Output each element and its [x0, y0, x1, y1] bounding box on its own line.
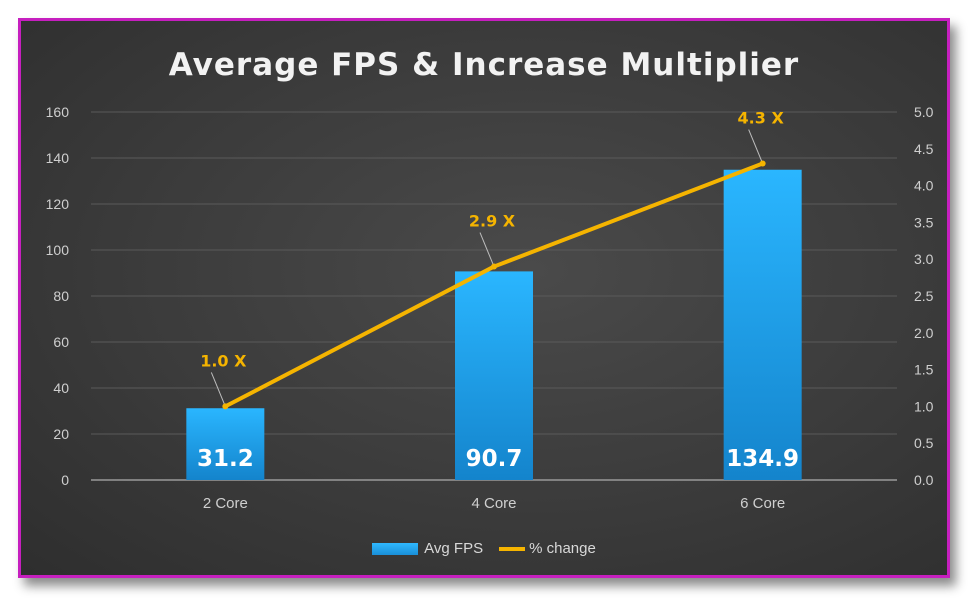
line-data-label: 1.0 X — [200, 351, 247, 370]
y-right-tick-label: 1.5 — [914, 362, 934, 378]
line-point — [222, 403, 229, 410]
bar-data-label: 134.9 — [726, 446, 799, 472]
chart-title: Average FPS & Increase Multiplier — [168, 47, 800, 83]
legend-label-avg-fps: Avg FPS — [424, 540, 484, 557]
data-label-leader — [210, 372, 226, 407]
bar — [186, 408, 265, 480]
y-left-tick-label: 160 — [46, 104, 70, 120]
y-left-tick-label: 100 — [46, 242, 70, 258]
legend-swatch-avg-fps — [372, 542, 419, 555]
legend-swatch-percent-change — [499, 546, 526, 551]
y-right-tick-label: 2.0 — [914, 325, 934, 341]
y-left-tick-label: 120 — [46, 196, 70, 212]
line-data-label: 2.9 X — [469, 212, 516, 231]
x-tick-label: 4 Core — [471, 495, 516, 512]
bar — [455, 271, 533, 480]
bar-data-label: 31.2 — [197, 446, 254, 472]
x-tick-label: 6 Core — [740, 495, 785, 512]
y-right-tick-label: 1.0 — [914, 398, 934, 414]
y-left-tick-label: 20 — [53, 426, 69, 442]
line-point — [491, 263, 497, 270]
data-label-leader — [748, 129, 764, 164]
bar — [723, 169, 802, 481]
y-right-tick-label: 3.5 — [914, 214, 934, 230]
data-label-leader — [479, 232, 495, 267]
y-right-tick-label: 0.5 — [914, 435, 934, 451]
y-right-tick-label: 3.0 — [914, 251, 934, 267]
chart-frame: Average FPS & Increase Multiplier 0 20 40 6… — [18, 18, 950, 578]
legend-label-percent-change: % change — [529, 540, 596, 557]
y-left-tick-label: 140 — [46, 150, 70, 166]
y-right-tick-label: 5.0 — [914, 104, 934, 120]
bar-data-label: 90.7 — [466, 446, 523, 472]
y-right-tick-label: 4.5 — [914, 141, 934, 157]
line-data-label: 4.3 X — [738, 109, 785, 128]
y-left-tick-label: 40 — [53, 380, 69, 396]
y-right-tick-label: 0.0 — [914, 472, 934, 488]
legend-item-percent-change: % change — [491, 540, 596, 557]
chart-plot: 0 20 40 60 80 100 120 140 160 0.0 0.5 1.0 1.5 2.0 2.5 3… — [46, 104, 934, 512]
line-point — [759, 160, 766, 167]
y-left-tick-label: 0 — [61, 472, 69, 488]
y-left-tick-label: 60 — [53, 334, 69, 350]
legend-item-avg-fps: Avg FPS — [372, 540, 483, 557]
chart-legend: Avg FPS % change — [21, 540, 947, 557]
x-tick-label: 2 Core — [203, 495, 248, 512]
y-left-tick-label: 80 — [53, 288, 69, 304]
y-right-tick-label: 4.0 — [914, 178, 934, 194]
y-right-tick-label: 2.5 — [914, 288, 934, 304]
